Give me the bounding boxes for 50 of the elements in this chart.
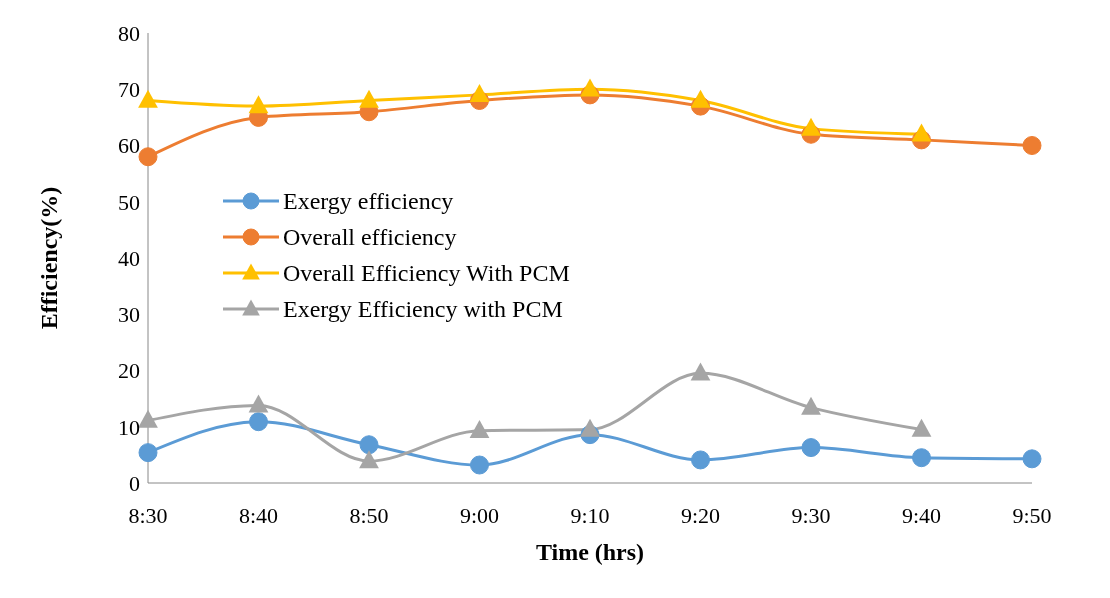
point [359,89,379,108]
point [580,418,600,437]
point [690,89,711,108]
y-axis-title: Efficiency(%) [35,186,62,330]
point [469,84,490,103]
legend-label: Overall efficiency [283,223,457,251]
y-tick-label: 0 [129,470,140,496]
y-tick-label: 40 [118,245,140,271]
point [801,117,821,136]
point [1022,136,1042,155]
point [911,123,932,142]
legend-label: Exergy Efficiency with PCM [283,295,563,323]
legend-label: Exergy efficiency [283,187,454,215]
point [691,450,710,470]
x-tick-label: 8:30 [128,502,168,528]
point [469,419,490,438]
y-tick-label: 20 [118,358,140,384]
x-tick-label: 8:40 [238,502,279,528]
point [801,396,821,415]
x-tick-label: 9:00 [459,502,500,528]
point [911,418,932,437]
x-tick-label: 9:20 [680,502,721,528]
point [138,147,158,167]
y-tick-label: 10 [118,414,140,440]
point [580,78,600,97]
point [801,438,821,458]
x-axis-title: Time (hrs) [535,539,645,565]
x-tick-label: 9:40 [901,502,942,528]
legend-label: Overall Efficiency With PCM [283,259,570,287]
x-tick-label: 9:50 [1012,502,1052,528]
point [359,435,379,455]
point [138,443,158,463]
point [1022,449,1042,469]
x-tick-label: 9:10 [570,502,610,528]
x-tick-label: 8:50 [349,502,389,528]
y-tick-label: 70 [118,77,140,103]
point [138,89,158,108]
point [249,412,268,432]
y-tick-label: 60 [118,133,140,159]
y-tick-label: 80 [118,20,140,46]
point [690,362,711,381]
y-tick-label: 50 [118,189,140,215]
y-tick-label: 30 [118,302,140,328]
point [912,448,931,468]
point [138,409,158,428]
point [248,394,269,413]
point [359,450,379,469]
point [248,95,269,114]
point [470,455,489,475]
x-tick-label: 9:30 [791,502,831,528]
